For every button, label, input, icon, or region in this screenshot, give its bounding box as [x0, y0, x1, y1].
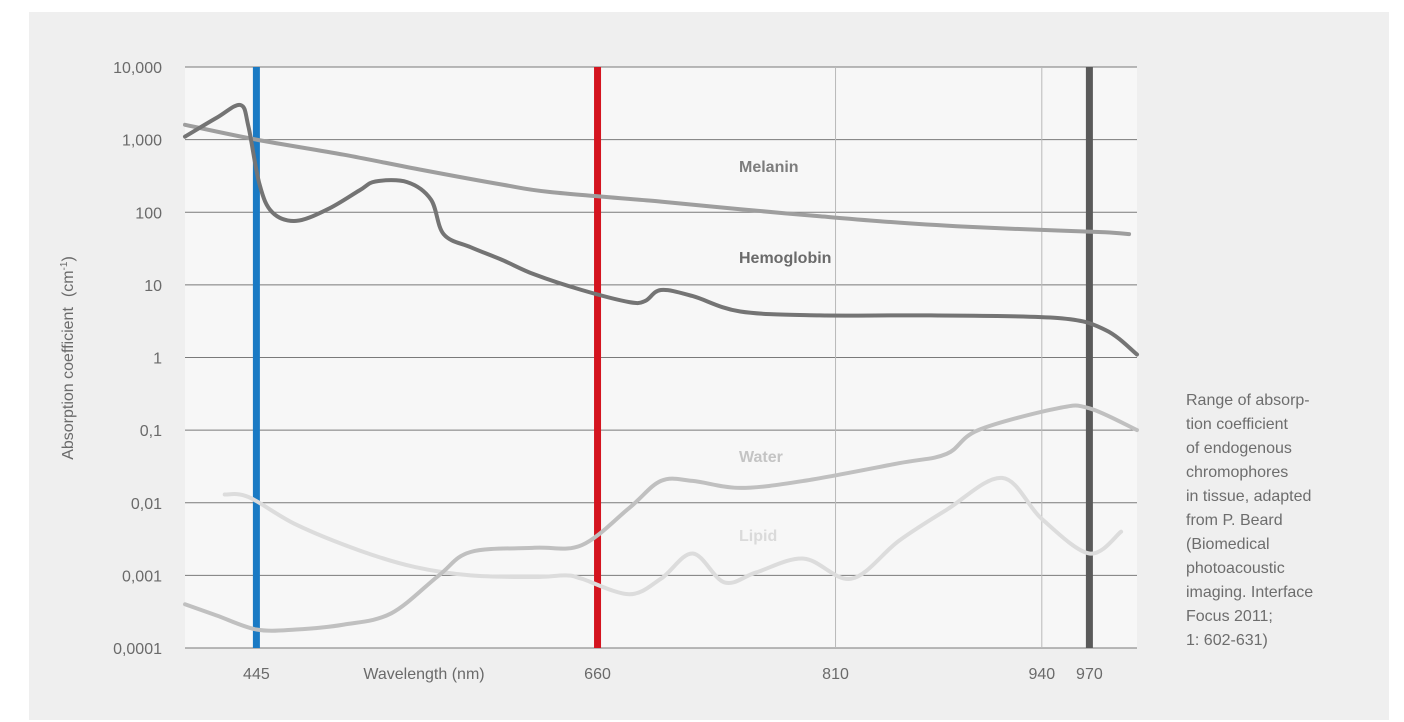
y-tick-label-0-0001: 0,0001 [113, 641, 162, 658]
x-axis-ticks: 445 660 810 940 970 [243, 666, 1103, 683]
y-tick-label-0-001: 0,001 [122, 568, 162, 585]
y-tick-label-1: 1 [153, 351, 162, 368]
series-label-lipid: Lipid [739, 528, 777, 545]
caption-line: Range of absorp- [1186, 392, 1310, 409]
series-label-melanin: Melanin [739, 159, 799, 176]
y-tick-label-10: 10 [144, 278, 162, 295]
caption-line: chromophores [1186, 464, 1289, 481]
caption-line: photoacoustic [1186, 560, 1285, 577]
series-label-water: Water [739, 449, 783, 466]
y-axis-unit-end: ) [60, 256, 77, 261]
y-tick-label-100: 100 [135, 205, 162, 222]
caption-line: 1: 602-631) [1186, 632, 1268, 649]
x-tick-label-970: 970 [1076, 666, 1103, 683]
y-tick-label-0-1: 0,1 [140, 423, 162, 440]
series-lines [183, 102, 1139, 633]
y-axis-ticks: 10,000 1,000 100 10 1 0,1 0,01 0,001 0,0001 [113, 60, 162, 658]
series-line-hemoglobin [183, 102, 1139, 357]
x-axis-title: Wavelength (nm) [363, 666, 484, 683]
series-line-melanin [183, 122, 1132, 237]
y-axis-title: Absorption coefficient (cm-1) [59, 256, 77, 460]
caption-line: in tissue, adapted [1186, 488, 1312, 505]
caption-line: Focus 2011; [1186, 608, 1273, 625]
series-labels: Melanin Hemoglobin Water Lipid [739, 159, 831, 545]
x-tick-label-660: 660 [584, 666, 611, 683]
series-line-lipid [222, 475, 1124, 597]
y-tick-label-10-000: 10,000 [113, 60, 162, 77]
x-tick-label-810: 810 [822, 666, 849, 683]
caption-line: tion coefficient [1186, 416, 1288, 433]
y-tick-label-1-000: 1,000 [122, 133, 162, 150]
y-axis-unit: (cm [60, 270, 77, 297]
y-tick-label-0-01: 0,01 [131, 496, 162, 513]
grid [185, 66, 1137, 649]
caption-line: imaging. Interface [1186, 584, 1314, 601]
caption-line: (Biomedical [1186, 536, 1270, 553]
caption-line: from P. Beard [1186, 512, 1283, 529]
series-line-water [183, 403, 1139, 633]
series-label-hemoglobin: Hemoglobin [739, 250, 831, 267]
figure-caption: Range of absorp-tion coefficient of endog… [1186, 389, 1386, 653]
y-axis-title-main: Absorption coefficient [60, 307, 77, 460]
caption-line: of endogenous [1186, 440, 1292, 457]
x-tick-label-445: 445 [243, 666, 270, 683]
y-axis-unit-superscript: -1 [59, 261, 70, 270]
x-tick-label-940: 940 [1028, 666, 1055, 683]
